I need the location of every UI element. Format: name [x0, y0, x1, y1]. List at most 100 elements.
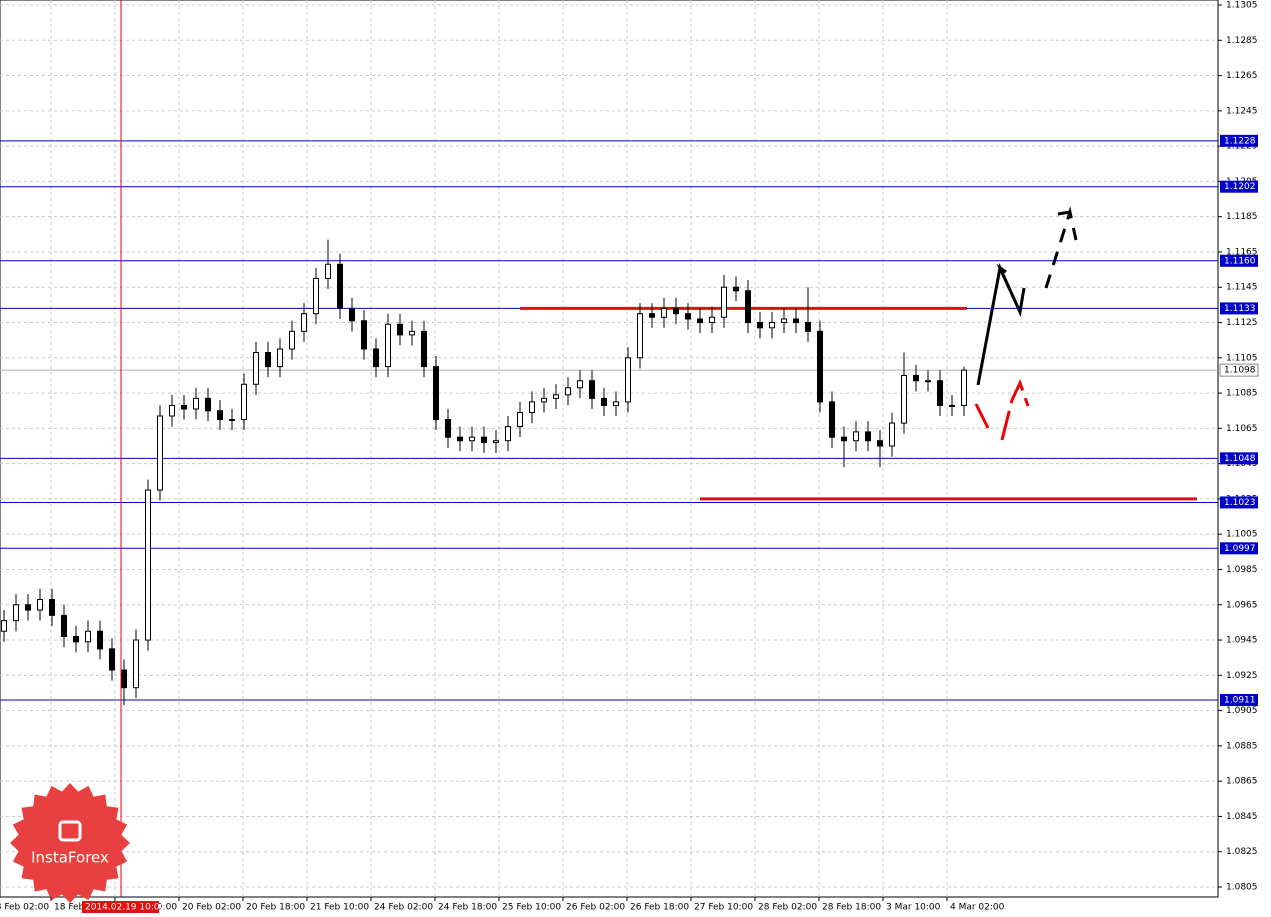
grid: [0, 0, 1218, 897]
candle-body: [181, 404, 187, 410]
x-tick-label: 24 Feb 02:00: [374, 903, 433, 913]
candle-body: [301, 313, 307, 332]
candle-body: [961, 369, 967, 406]
candle-body: [529, 401, 535, 413]
candle-body: [157, 415, 163, 491]
y-tick-label: 1.0925: [1226, 671, 1258, 681]
candle-body: [229, 419, 235, 422]
candle-body: [469, 436, 475, 442]
candle-body: [85, 630, 91, 643]
crosshair-label-box: [82, 901, 159, 913]
y-tick-label: 1.0985: [1226, 565, 1258, 575]
candle-body: [457, 436, 463, 442]
candle-body: [637, 313, 643, 359]
crosshair-label: 2014.02.19 10:00: [85, 903, 166, 913]
candle-body: [337, 263, 343, 309]
y-tick-label: 1.1125: [1226, 318, 1258, 328]
logo: InstaForex: [10, 783, 130, 903]
candle-body: [253, 352, 259, 385]
x-tick-label: 20 Feb 18:00: [246, 903, 305, 913]
candles: [1, 239, 967, 706]
candle-body: [493, 440, 499, 443]
y-tick-label: 1.1165: [1226, 247, 1258, 257]
y-tick-label: 1.1245: [1226, 106, 1258, 116]
arrow-head: [1057, 210, 1071, 216]
x-tick-label: 3 Mar 10:00: [886, 903, 941, 913]
candle-body: [313, 277, 319, 315]
candle-body: [277, 348, 283, 368]
logo-text: InstaForex: [31, 849, 109, 867]
level-label: 1.1133: [1224, 304, 1256, 314]
arrow-red: [974, 403, 990, 429]
level-label-box: [1220, 496, 1258, 509]
candle-body: [841, 436, 847, 442]
candle-body: [385, 323, 391, 368]
candle-body: [517, 411, 523, 428]
level-label: 1.1228: [1224, 136, 1256, 146]
candle-body: [217, 410, 223, 421]
y-tick-label: 1.0885: [1226, 741, 1258, 751]
x-tick-label: 25 Feb 10:00: [502, 903, 561, 913]
candle-body: [925, 380, 931, 383]
candle-body: [541, 397, 547, 403]
candle-body: [505, 426, 511, 442]
candle-body: [913, 374, 919, 382]
y-tick-label: 1.1285: [1226, 36, 1258, 46]
candle-body: [361, 320, 367, 350]
level-label-box: [1220, 254, 1258, 267]
candle-body: [1, 620, 7, 632]
y-tick-label: 1.1145: [1226, 283, 1258, 293]
candle-body: [565, 387, 571, 396]
x-tick-label: 28 Feb 02:00: [758, 903, 817, 913]
plot-frame: [0, 0, 1219, 898]
candle-body: [133, 639, 139, 689]
x-tick-label: 26 Feb 02:00: [566, 903, 625, 913]
y-tick-label: 1.0905: [1226, 706, 1258, 716]
candle-body: [145, 489, 151, 641]
level-label: 1.1202: [1224, 182, 1256, 192]
forecast-arrows: [974, 206, 1078, 441]
candle-body: [325, 263, 331, 279]
candle-body: [901, 374, 907, 424]
x-tick-label: 4 Mar 02:00: [950, 903, 1005, 913]
candle-body: [241, 383, 247, 421]
current-price-label: 1.1098: [1224, 366, 1256, 376]
candle-body: [61, 614, 67, 638]
candle-body: [685, 313, 691, 320]
levels: [0, 140, 1218, 701]
candle-body: [37, 598, 43, 611]
candle-body: [421, 330, 427, 368]
logo-badge: [10, 783, 130, 903]
candle-body: [793, 318, 799, 324]
candle-body: [397, 323, 403, 336]
candle-body: [625, 357, 631, 403]
candle-body: [97, 630, 103, 650]
y-tick-label: 1.1065: [1226, 424, 1258, 434]
candle-body: [721, 286, 727, 318]
y-tick-label: 1.1265: [1226, 71, 1258, 81]
x-tick-label: 21 Feb 10:00: [310, 903, 369, 913]
x-tick-label: 26 Feb 18:00: [630, 903, 689, 913]
candle-body: [409, 330, 415, 336]
candle-body: [445, 419, 451, 438]
candle-body: [289, 330, 295, 350]
x-tick-label: 27 Feb 10:00: [694, 903, 753, 913]
level-label-box: [1220, 302, 1258, 315]
candle-body: [73, 636, 79, 643]
level-label: 1.0911: [1224, 696, 1256, 706]
candle-body: [553, 394, 559, 399]
logo-icon: [58, 820, 82, 842]
x-tick-label: 18 Feb 02:00: [0, 903, 49, 913]
y-tick-label: 1.0965: [1226, 600, 1258, 610]
x-tick-label: 20 Feb 02:00: [182, 903, 241, 913]
candle-body: [193, 397, 199, 410]
candle-body: [769, 322, 775, 329]
candle-body: [169, 404, 175, 417]
x-tick-label: 28 Feb 18:00: [822, 903, 881, 913]
current-price-box: [1219, 363, 1259, 377]
y-tick-label: 1.0945: [1226, 636, 1258, 646]
candle-body: [481, 436, 487, 443]
level-label: 1.1023: [1224, 498, 1256, 508]
